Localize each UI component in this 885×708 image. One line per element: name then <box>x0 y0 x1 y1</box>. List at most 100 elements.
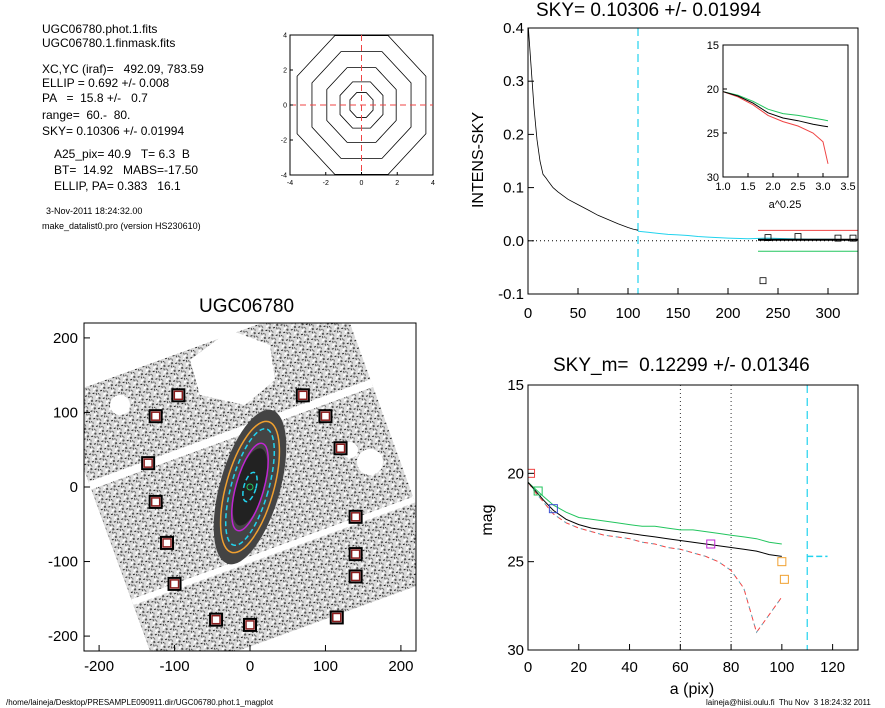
inset-chart: 1.0 1.5 2.0 2.5 3.0 3.5 15 20 25 30 a^0.25 <box>707 40 856 211</box>
sky-y-tick-label: 0.0 <box>503 233 524 250</box>
mag-y-tick-label: 15 <box>507 377 524 394</box>
sky-box-inner <box>173 390 184 401</box>
date-line: 3-Nov-2011 18:24:32.00 <box>46 206 143 216</box>
contour-x-tick-label: 0 <box>360 180 364 187</box>
inset-x-tick-label: 1.5 <box>740 181 755 193</box>
image-x-tick-label: 100 <box>313 658 338 675</box>
contour-y-tick-label: 0 <box>283 103 287 110</box>
contour-panel: -4 -2 0 2 4 -4 -2 0 2 4 <box>281 33 435 188</box>
contour-x-tick-label: 2 <box>395 180 399 187</box>
sky-box <box>329 610 344 625</box>
file-name-2: UGC06780.1.finmask.fits <box>42 36 176 50</box>
inset-x-tick-label: 1.0 <box>715 181 730 193</box>
mag-y-label: mag <box>479 504 496 535</box>
image-y-tick-label: 200 <box>53 330 78 347</box>
sky-box <box>160 535 174 550</box>
sky-series <box>528 28 858 294</box>
inset-x-tick-label: 3.5 <box>840 181 855 193</box>
sky-box-inner <box>211 614 221 625</box>
sky-x-ticks: 0 50 100 150 200 250 300 <box>524 288 841 322</box>
contour-level <box>349 92 374 118</box>
image-y-tick-label: -100 <box>48 554 78 571</box>
mag-x-label: a (pix) <box>670 681 714 698</box>
sky-x-tick-label: 0 <box>524 305 532 322</box>
sky-box-inner <box>350 512 361 522</box>
sky-box <box>348 509 363 524</box>
sky-chart-title: SKY= 0.10306 +/- 0.01994 <box>536 0 762 21</box>
contour-level <box>339 81 384 129</box>
sky-chart: 0 50 100 150 200 250 300 -0.1 0.0 0.1 0.2 0.3 0.4 I… <box>470 20 859 322</box>
sky-box <box>167 576 182 591</box>
sky-y-tick-label: 0.3 <box>503 73 524 90</box>
inset-frame <box>722 44 849 178</box>
inset-x-tick-label: 3.0 <box>815 181 830 193</box>
range-line: range= 60.- 80. <box>42 108 131 122</box>
mag-black-line <box>528 481 782 557</box>
image-y-tick-label: 100 <box>53 404 78 421</box>
bt-line: BT= 14.92 MABS=-17.50 <box>54 163 199 177</box>
sky-y-tick-label: 0.2 <box>503 126 524 143</box>
inset-black-line <box>723 91 829 128</box>
image-x-ticks: -200 -100 0 100 200 <box>84 645 413 675</box>
mag-series <box>528 385 828 650</box>
contour-lines <box>296 35 427 175</box>
contour-x-tick-label: 4 <box>431 180 435 187</box>
mask-stripe <box>88 379 374 490</box>
mag-frame <box>527 384 859 651</box>
contour-y-tick-label: 2 <box>283 68 287 75</box>
mag-box-marker <box>528 468 536 478</box>
sky-box <box>295 388 310 403</box>
inset-green-line <box>723 91 829 122</box>
inset-x-tick-label: 2.0 <box>765 181 780 193</box>
image-x-tick-label: -200 <box>84 658 114 675</box>
sky-box <box>141 456 156 471</box>
contour-y-tick-label: -4 <box>281 173 287 180</box>
sky-box <box>209 612 224 627</box>
mag-box-marker <box>533 486 543 496</box>
sky-x-tick-label: 200 <box>715 305 740 322</box>
contour-y-tick-label: -2 <box>281 138 287 145</box>
mag-y-tick-label: 30 <box>507 642 524 659</box>
mag-box-marker <box>779 574 789 584</box>
contour-x-ticks: -4 -2 0 2 4 <box>287 172 435 187</box>
mag-box-marker <box>548 504 558 514</box>
sky-box-marker <box>794 233 802 240</box>
contour-level <box>326 67 397 143</box>
sky-box-inner <box>335 443 346 453</box>
mag-x-tick-label: 20 <box>570 659 587 676</box>
star-mask <box>357 449 383 475</box>
sky-x-tick-label: 300 <box>815 305 840 322</box>
sky-x-tick-label: 250 <box>765 305 790 322</box>
sky-box-inner <box>320 411 331 421</box>
mag-x-tick-label: 120 <box>820 659 845 676</box>
footer-user: laineja@hiisi.oulu.fi Thu Nov 3 18:24:32… <box>706 698 871 707</box>
star-mask <box>110 395 130 415</box>
mag-box-marker <box>706 539 716 549</box>
galaxy-core <box>232 448 268 526</box>
sky-box-marker <box>759 277 767 285</box>
contour-x-tick-label: -4 <box>287 180 293 187</box>
sky-box-inner <box>169 579 180 589</box>
mag-box-marker <box>777 557 787 567</box>
isophote-ellipse <box>231 442 269 532</box>
mag-x-tick-label: 40 <box>621 659 638 676</box>
ellip-line: ELLIP = 0.692 +/- 0.008 <box>42 76 170 90</box>
mag-cyan-line <box>528 481 783 634</box>
inset-y-tick-label: 25 <box>707 128 719 140</box>
sky-box-inner <box>350 549 361 559</box>
mag-y-tick-label: 25 <box>507 554 524 571</box>
ellip-pa-line: ELLIP, PA= 0.383 16.1 <box>54 179 181 193</box>
mag-x-tick-label: 80 <box>723 659 740 676</box>
sky-x-tick-label: 100 <box>615 305 640 322</box>
inset-x-ticks: 1.0 1.5 2.0 2.5 3.0 3.5 <box>715 173 856 193</box>
mag-chart: 0 20 40 60 80 100 120 15 20 25 30 mag a (pix) <box>479 377 859 698</box>
inset-y-tick-label: 20 <box>707 84 719 96</box>
sky-box <box>348 547 363 562</box>
sky-box <box>243 617 257 632</box>
sky-box-inner <box>350 571 361 582</box>
pa-line: PA = 15.8 +/- 0.7 <box>42 91 148 105</box>
sky-profile <box>637 230 858 241</box>
sky-y-ticks: -0.1 0.0 0.1 0.2 0.3 0.4 <box>498 20 534 303</box>
